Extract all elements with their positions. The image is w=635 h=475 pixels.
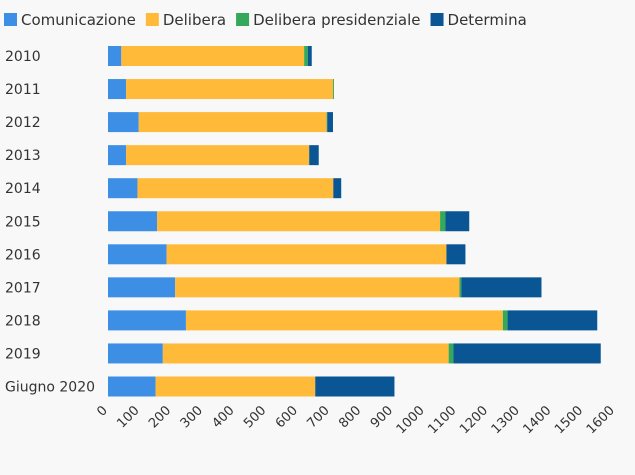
- x-tick-label-1600: 1600: [584, 403, 618, 437]
- bar-delibera-presidenziale-2012: [326, 112, 328, 133]
- x-tick-label-900: 900: [368, 403, 396, 431]
- bar-delibera-2015: [157, 211, 441, 232]
- bar-delibera-2011: [126, 79, 333, 100]
- category-label-2012: 2012: [5, 115, 41, 131]
- category-label-2010: 2010: [5, 49, 41, 65]
- category-label-2018: 2018: [5, 313, 41, 329]
- bar-comunicazione-2011: [108, 79, 127, 100]
- bar-comunicazione-2012: [108, 112, 139, 133]
- bar-delibera-presidenziale-2019: [448, 343, 454, 364]
- legend-swatch-delibera-presidenziale: [236, 13, 250, 26]
- legend-swatch-determina: [430, 13, 444, 26]
- legend: Comunicazione Delibera Delibera presidenzi…: [4, 11, 527, 29]
- legend-swatch-delibera: [145, 13, 159, 26]
- x-tick-label-700: 700: [304, 403, 332, 431]
- bar-delibera-presidenziale-2018: [502, 310, 508, 331]
- bar-delibera-2013: [126, 145, 310, 166]
- category-label-2016: 2016: [5, 247, 41, 263]
- x-tick-label-200: 200: [146, 403, 174, 431]
- category-label-2019: 2019: [5, 346, 41, 362]
- x-tick-label-1100: 1100: [425, 403, 459, 437]
- bar-delibera-2019: [162, 343, 449, 364]
- x-tick-label-1400: 1400: [520, 403, 554, 437]
- bar-delibera-2012: [138, 112, 327, 133]
- category-label-2011: 2011: [5, 82, 41, 98]
- bar-delibera-2014: [137, 178, 334, 199]
- legend-swatch-comunicazione: [4, 13, 17, 26]
- bar-determina-2014: [333, 178, 342, 199]
- x-tick-label-1000: 1000: [394, 403, 428, 437]
- category-label-2017: 2017: [5, 280, 41, 296]
- x-tick-label-0: 0: [94, 403, 110, 419]
- x-tick-label-300: 300: [178, 403, 206, 431]
- bar-delibera-presidenziale-2011: [332, 79, 334, 100]
- category-label-giugno-2020: Giugno 2020: [5, 380, 95, 396]
- bar-comunicazione-2019: [108, 343, 163, 364]
- legend-label-delibera-presidenziale: Delibera presidenziale: [253, 11, 420, 29]
- bar-comunicazione-2017: [108, 277, 176, 298]
- legend-label-determina: Determina: [448, 11, 527, 29]
- bar-comunicazione-2016: [108, 244, 167, 265]
- legend-label-delibera: Delibera: [163, 11, 226, 29]
- bar-determina-2012: [327, 112, 333, 133]
- bar-delibera-presidenziale-2017: [459, 277, 462, 298]
- bar-delibera-2016: [166, 244, 447, 265]
- x-tick-label-1300: 1300: [489, 403, 523, 437]
- x-tick-label-1500: 1500: [552, 403, 586, 437]
- x-tick-label-600: 600: [273, 403, 301, 431]
- bar-comunicazione-2010: [108, 46, 122, 66]
- bar-determina-2010: [307, 46, 312, 66]
- bar-delibera-presidenziale-2010: [304, 46, 308, 66]
- bar-determina-2013: [309, 145, 319, 166]
- bar-delibera-2010: [121, 46, 305, 66]
- x-tick-label-100: 100: [114, 403, 142, 431]
- bar-determina-2016: [446, 244, 466, 265]
- category-label-2015: 2015: [5, 214, 41, 230]
- bar-determina-2015: [445, 211, 470, 232]
- bar-determina-giugno-2020: [315, 376, 395, 397]
- category-label-2014: 2014: [5, 181, 41, 197]
- bar-determina-2018: [507, 310, 598, 331]
- bar-comunicazione-2013: [108, 145, 127, 166]
- bar-determina-2017: [461, 277, 542, 298]
- x-axis-tick-labels: 0 100 200 300 400 500 600 700 800 900100011001200…: [94, 403, 617, 437]
- bar-determina-2019: [453, 343, 601, 364]
- bar-comunicazione-2015: [108, 211, 158, 232]
- legend-label-comunicazione: Comunicazione: [21, 11, 136, 29]
- bar-comunicazione-giugno-2020: [108, 376, 156, 397]
- bar-delibera-giugno-2020: [155, 376, 316, 397]
- bars: [108, 46, 601, 397]
- x-tick-label-500: 500: [241, 403, 269, 431]
- category-label-2013: 2013: [5, 148, 41, 164]
- x-tick-label-1200: 1200: [457, 403, 491, 437]
- category-labels: 2010 2011 2012 2013 2014 2015 2016 2017 2018 2019…: [5, 49, 95, 396]
- bar-delibera-2018: [185, 310, 503, 331]
- bar-comunicazione-2018: [108, 310, 186, 331]
- x-tick-label-400: 400: [209, 403, 237, 431]
- bar-comunicazione-2014: [108, 178, 138, 199]
- bar-delibera-2017: [175, 277, 460, 298]
- bar-delibera-presidenziale-2015: [440, 211, 446, 232]
- x-tick-label-800: 800: [336, 403, 364, 431]
